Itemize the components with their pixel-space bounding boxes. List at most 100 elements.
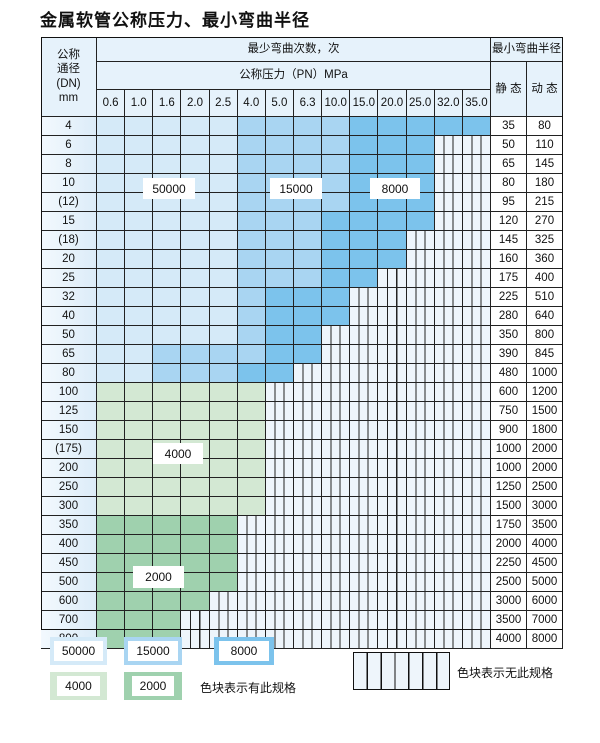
spec-cell <box>322 117 351 136</box>
spec-cell <box>209 326 238 345</box>
dn-cell: 32 <box>41 288 97 307</box>
spec-cell <box>153 345 182 364</box>
legend-label: 2000 <box>131 676 175 696</box>
spec-cell <box>237 269 266 288</box>
no-spec-cell <box>350 478 379 497</box>
dn-cell: 200 <box>41 459 97 478</box>
spec-cell <box>237 212 266 231</box>
spec-cell <box>125 611 154 630</box>
spec-cell <box>237 193 266 212</box>
spec-cell <box>209 402 238 421</box>
no-spec-cell <box>237 535 266 554</box>
dynamic-radius-cell: 360 <box>527 250 563 269</box>
dn-cell: (175) <box>41 440 97 459</box>
spec-cell <box>322 231 351 250</box>
static-radius-cell: 480 <box>491 364 527 383</box>
no-spec-cell <box>434 212 463 231</box>
dynamic-radius-cell: 3000 <box>527 497 563 516</box>
no-spec-cell <box>462 459 491 478</box>
no-spec-cell <box>237 516 266 535</box>
no-spec-cell <box>322 364 351 383</box>
region-label-50000: 50000 <box>143 178 195 199</box>
pressure-col-header: 10.0 <box>322 90 351 117</box>
spec-cell <box>153 288 182 307</box>
legend-label: 8000 <box>218 641 270 661</box>
dynamic-radius-cell: 510 <box>527 288 563 307</box>
spec-cell <box>153 269 182 288</box>
spec-cell <box>181 117 210 136</box>
spec-cell <box>237 174 266 193</box>
pressure-col-header: 32.0 <box>434 90 463 117</box>
no-spec-cell <box>406 459 435 478</box>
spec-cell <box>209 421 238 440</box>
static-radius-cell: 600 <box>491 383 527 402</box>
no-spec-cell <box>378 269 407 288</box>
dn-cell: (18) <box>41 231 97 250</box>
dn-cell: 4 <box>41 117 97 136</box>
dn-cell: 450 <box>41 554 97 573</box>
spec-cell <box>322 307 351 326</box>
no-spec-cell <box>434 193 463 212</box>
no-spec-cell <box>462 554 491 573</box>
no-spec-cell <box>322 630 351 649</box>
no-spec-cell <box>378 478 407 497</box>
spec-cell <box>265 288 294 307</box>
no-spec-cell <box>322 554 351 573</box>
no-spec-cell <box>350 611 379 630</box>
spec-cell <box>237 155 266 174</box>
no-spec-cell <box>434 383 463 402</box>
no-spec-cell <box>462 383 491 402</box>
no-spec-cell <box>378 440 407 459</box>
dynamic-radius-cell: 2000 <box>527 440 563 459</box>
no-spec-cell <box>462 212 491 231</box>
spec-cell <box>125 402 154 421</box>
pressure-col-header: 0.6 <box>97 90 126 117</box>
no-spec-cell <box>406 383 435 402</box>
no-spec-cell <box>434 269 463 288</box>
no-spec-cell <box>434 516 463 535</box>
dynamic-radius-cell: 270 <box>527 212 563 231</box>
static-radius-cell: 280 <box>491 307 527 326</box>
spec-cell <box>209 269 238 288</box>
no-spec-cell <box>434 630 463 649</box>
dynamic-radius-cell: 4000 <box>527 535 563 554</box>
spec-cell <box>181 497 210 516</box>
spec-cell <box>322 174 351 193</box>
spec-cell <box>322 269 351 288</box>
pressure-col-header: 35.0 <box>462 90 491 117</box>
no-spec-cell <box>406 231 435 250</box>
no-spec-cell <box>434 497 463 516</box>
spec-cell <box>181 535 210 554</box>
spec-cell <box>378 231 407 250</box>
spec-cell <box>265 364 294 383</box>
dynamic-radius-cell: 325 <box>527 231 563 250</box>
spec-cell <box>209 497 238 516</box>
spec-cell <box>97 497 126 516</box>
spec-cell <box>265 212 294 231</box>
spec-cell <box>181 402 210 421</box>
spec-cell <box>97 269 126 288</box>
legend-label: 4000 <box>57 676 100 696</box>
dynamic-radius-cell: 80 <box>527 117 563 136</box>
spec-cell <box>153 231 182 250</box>
spec-cell <box>209 459 238 478</box>
spec-cell <box>265 250 294 269</box>
spec-cell <box>237 497 266 516</box>
spec-cell <box>181 573 210 592</box>
dn-cell: 350 <box>41 516 97 535</box>
spec-cell <box>294 231 323 250</box>
spec-cell <box>153 478 182 497</box>
spec-cell <box>294 345 323 364</box>
no-spec-cell <box>322 535 351 554</box>
spec-cell <box>322 193 351 212</box>
spec-cell <box>265 117 294 136</box>
no-spec-cell <box>322 326 351 345</box>
spec-cell <box>125 269 154 288</box>
spec-cell <box>322 250 351 269</box>
no-spec-cell <box>378 402 407 421</box>
no-spec-cell <box>265 516 294 535</box>
static-radius-cell: 4000 <box>491 630 527 649</box>
spec-cell <box>125 592 154 611</box>
pressure-col-header: 6.3 <box>294 90 323 117</box>
spec-cell <box>97 592 126 611</box>
